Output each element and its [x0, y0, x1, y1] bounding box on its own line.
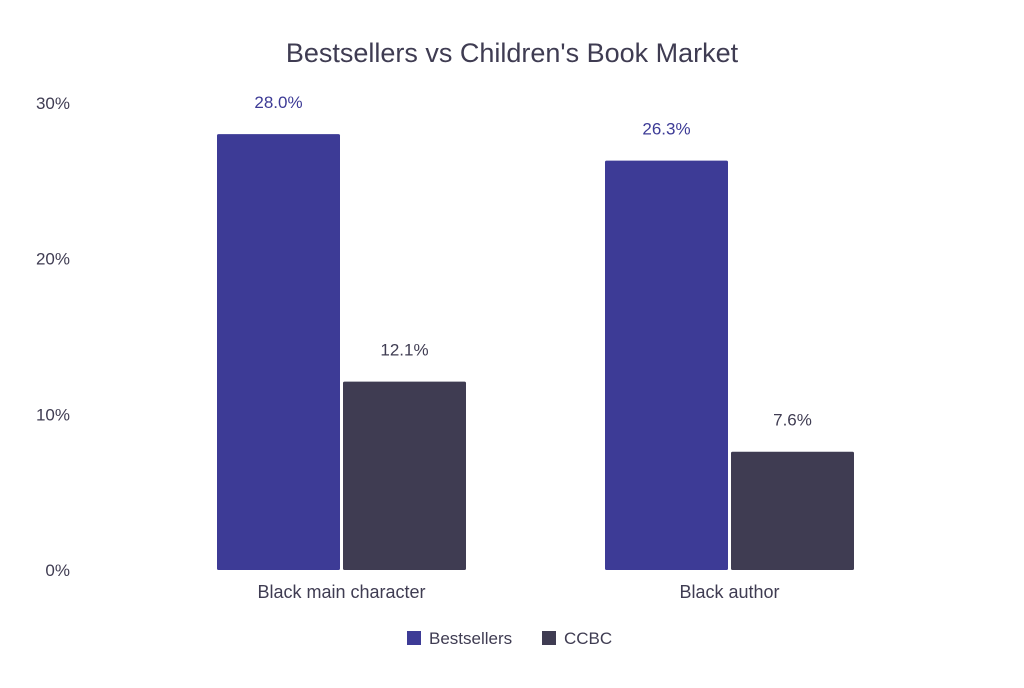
- data-label: 26.3%: [642, 120, 690, 139]
- x-tick-label: Black main character: [257, 582, 425, 602]
- bars: 28.0% 12.1% 26.3% 7.6%: [217, 93, 854, 570]
- y-tick-label: 20%: [36, 250, 70, 269]
- x-axis: Black main character Black author: [257, 582, 779, 602]
- data-label: 28.0%: [254, 93, 302, 112]
- y-tick-label: 30%: [36, 94, 70, 113]
- bar-ccbc: [343, 381, 466, 570]
- legend: Bestsellers CCBC: [407, 629, 612, 648]
- data-label: 12.1%: [380, 341, 428, 360]
- y-tick-label: 0%: [45, 561, 70, 580]
- x-tick-label: Black author: [679, 582, 779, 602]
- bar-ccbc: [731, 451, 854, 570]
- bar-bestsellers: [217, 134, 340, 570]
- y-axis: 0% 10% 20% 30%: [36, 94, 70, 580]
- y-tick-label: 10%: [36, 405, 70, 424]
- legend-label: Bestsellers: [429, 629, 512, 648]
- data-label: 7.6%: [773, 411, 812, 430]
- chart-title: Bestsellers vs Children's Book Market: [286, 38, 739, 68]
- legend-swatch: [542, 631, 556, 645]
- legend-swatch: [407, 631, 421, 645]
- bar-bestsellers: [605, 160, 728, 570]
- legend-label: CCBC: [564, 629, 612, 648]
